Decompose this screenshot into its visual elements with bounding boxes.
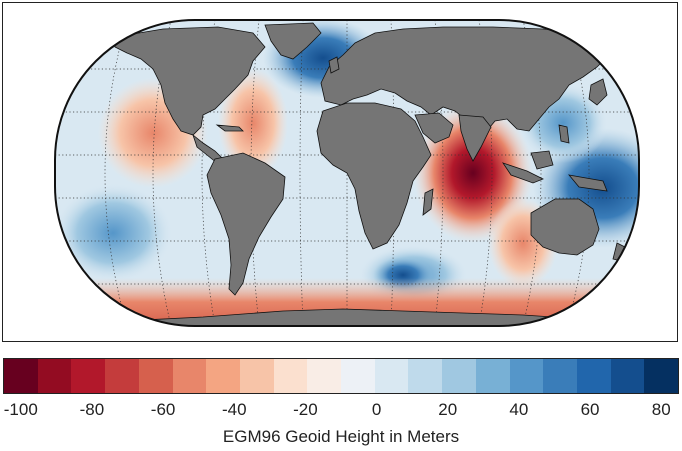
india-landmass	[458, 114, 492, 162]
arabia-landmass	[414, 112, 454, 144]
colorbar-swatch	[4, 359, 38, 393]
colorbar-swatch	[307, 359, 342, 393]
eurasia-landmass	[320, 26, 614, 134]
colorbar	[3, 358, 679, 394]
colorbar-tick-label: -60	[150, 400, 176, 419]
colorbar-swatch	[37, 359, 72, 393]
map-frame	[2, 2, 678, 342]
colorbar-ticks: -100 -80 -60 -40 -20 0 20 40 60 80	[0, 400, 682, 424]
colorbar-swatch	[644, 359, 679, 393]
colorbar-swatch	[105, 359, 139, 393]
borneo-landmass	[530, 150, 554, 170]
japan-landmass	[588, 78, 608, 106]
continents	[55, 22, 639, 326]
colorbar-swatch	[543, 359, 577, 393]
north-america-landmass	[114, 26, 266, 136]
africa-landmass	[316, 102, 432, 250]
colorbar-swatch	[408, 359, 443, 393]
greenland-landmass	[264, 22, 322, 60]
colorbar-swatch	[374, 359, 409, 393]
colorbar-swatch	[206, 359, 240, 393]
philippines-landmass	[558, 124, 570, 144]
south-america-landmass	[206, 152, 286, 296]
globe-outline	[54, 19, 640, 327]
madagascar-landmass	[422, 188, 434, 216]
colorbar-tick-label: 20	[438, 400, 458, 419]
colorbar-tick-label: 80	[651, 400, 671, 419]
colorbar-swatch	[442, 359, 476, 393]
colorbar-tick-label: -20	[293, 400, 318, 419]
colorbar-swatch	[71, 359, 106, 393]
colorbar-swatch	[475, 359, 510, 393]
colorbar-swatch	[273, 359, 308, 393]
colorbar-swatch	[239, 359, 274, 393]
colorbar-swatch	[610, 359, 645, 393]
cuba-landmass	[215, 124, 244, 132]
colorbar-swatch	[172, 359, 207, 393]
colorbar-tick-label: 0	[371, 400, 382, 419]
colorbar-swatch	[138, 359, 173, 393]
antarctica-landmass	[55, 308, 639, 326]
colorbar-tick-label: -80	[79, 400, 105, 419]
colorbar-swatch	[509, 359, 544, 393]
colorbar-tick-label: 60	[580, 400, 600, 419]
colorbar-swatch	[576, 359, 611, 393]
geoid-map	[54, 19, 640, 327]
colorbar-tick-label: -40	[221, 400, 247, 419]
new-guinea-landmass	[567, 174, 608, 192]
colorbar-swatch	[341, 359, 375, 393]
colorbar-tick-label: 40	[509, 400, 529, 419]
colorbar-tick-label: -100	[3, 400, 38, 419]
british-isles-landmass	[328, 56, 340, 74]
indonesia-islands	[502, 162, 544, 184]
australia-landmass	[530, 198, 600, 256]
colorbar-label: EGM96 Geoid Height in Meters	[222, 427, 460, 446]
